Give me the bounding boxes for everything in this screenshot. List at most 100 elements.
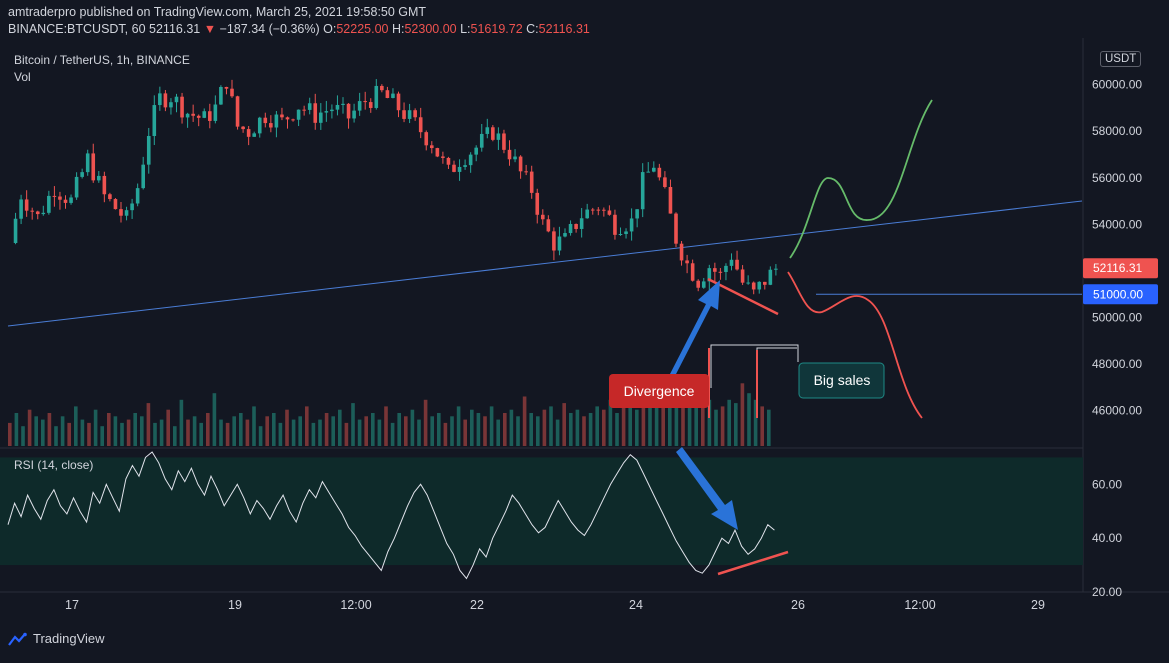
- candle[interactable]: [368, 102, 373, 108]
- candle[interactable]: [740, 269, 745, 283]
- candle[interactable]: [746, 282, 750, 284]
- candle[interactable]: [47, 195, 51, 213]
- candle[interactable]: [602, 209, 606, 211]
- candle[interactable]: [674, 213, 678, 244]
- candle[interactable]: [418, 117, 423, 133]
- candle[interactable]: [452, 164, 456, 172]
- candle[interactable]: [652, 167, 656, 172]
- candle[interactable]: [202, 111, 207, 118]
- candle[interactable]: [191, 113, 195, 116]
- candle[interactable]: [352, 110, 356, 119]
- candle[interactable]: [363, 101, 367, 103]
- rsi-label[interactable]: RSI (14, close): [14, 458, 94, 472]
- candle[interactable]: [146, 135, 151, 165]
- tradingview-brand[interactable]: TradingView: [33, 631, 105, 646]
- candle[interactable]: [635, 209, 639, 219]
- candle[interactable]: [579, 218, 584, 229]
- candle[interactable]: [380, 85, 384, 91]
- candle[interactable]: [463, 165, 467, 167]
- candle[interactable]: [174, 96, 179, 103]
- candle[interactable]: [257, 117, 262, 134]
- candle[interactable]: [80, 172, 84, 177]
- candle[interactable]: [246, 129, 251, 137]
- candle[interactable]: [163, 93, 168, 108]
- trendline[interactable]: [7, 200, 1083, 327]
- candle[interactable]: [285, 117, 290, 120]
- candle[interactable]: [751, 282, 756, 290]
- candle[interactable]: [535, 192, 540, 215]
- candle[interactable]: [135, 188, 140, 204]
- candle[interactable]: [585, 209, 589, 219]
- candle[interactable]: [346, 103, 351, 119]
- candle[interactable]: [757, 281, 762, 290]
- candle[interactable]: [646, 171, 651, 173]
- candle[interactable]: [407, 110, 412, 119]
- candle[interactable]: [158, 93, 162, 106]
- candle[interactable]: [402, 110, 406, 119]
- candle[interactable]: [69, 197, 73, 203]
- volume-label[interactable]: Vol: [14, 70, 31, 84]
- candle[interactable]: [446, 157, 451, 165]
- candle[interactable]: [607, 210, 612, 215]
- candle[interactable]: [468, 154, 473, 166]
- candle[interactable]: [91, 153, 96, 181]
- candle[interactable]: [196, 115, 201, 118]
- candle[interactable]: [319, 112, 323, 123]
- candle[interactable]: [74, 176, 79, 198]
- candle[interactable]: [502, 133, 506, 150]
- candle[interactable]: [263, 117, 268, 124]
- candle[interactable]: [774, 268, 778, 270]
- candle[interactable]: [563, 233, 567, 237]
- candle[interactable]: [735, 259, 739, 270]
- candle[interactable]: [507, 149, 512, 160]
- candle[interactable]: [696, 280, 700, 288]
- candle[interactable]: [640, 172, 645, 210]
- candle[interactable]: [541, 214, 545, 220]
- candle[interactable]: [180, 96, 184, 118]
- candle[interactable]: [529, 171, 534, 193]
- candle[interactable]: [524, 171, 528, 173]
- candle[interactable]: [713, 268, 717, 272]
- candle[interactable]: [518, 156, 523, 172]
- candle[interactable]: [768, 269, 773, 285]
- candle[interactable]: [296, 109, 301, 120]
- candle[interactable]: [330, 109, 334, 112]
- candle[interactable]: [152, 105, 157, 136]
- candle[interactable]: [335, 104, 340, 110]
- rsi-divergence-line[interactable]: [717, 550, 789, 576]
- candle[interactable]: [97, 175, 101, 181]
- currency-badge[interactable]: USDT: [1100, 51, 1142, 67]
- candle[interactable]: [219, 86, 223, 105]
- candle[interactable]: [474, 147, 478, 155]
- candle[interactable]: [568, 223, 573, 234]
- candle[interactable]: [374, 85, 379, 108]
- candle[interactable]: [341, 103, 345, 105]
- candle[interactable]: [291, 119, 295, 121]
- candle[interactable]: [557, 236, 562, 251]
- candle[interactable]: [491, 127, 495, 140]
- candle[interactable]: [396, 93, 401, 111]
- candle[interactable]: [85, 153, 90, 173]
- divergence-callout[interactable]: [609, 374, 709, 408]
- candle[interactable]: [613, 214, 617, 235]
- candle[interactable]: [13, 218, 18, 243]
- candle[interactable]: [108, 194, 112, 200]
- candle[interactable]: [629, 218, 634, 232]
- candle[interactable]: [313, 103, 318, 123]
- candle[interactable]: [624, 231, 628, 234]
- candle[interactable]: [302, 109, 306, 111]
- candle[interactable]: [35, 211, 40, 215]
- candle[interactable]: [30, 210, 34, 212]
- candle[interactable]: [513, 156, 517, 160]
- candle[interactable]: [435, 148, 440, 157]
- candle[interactable]: [52, 195, 57, 197]
- candle[interactable]: [208, 111, 212, 121]
- candle[interactable]: [141, 164, 145, 189]
- candle[interactable]: [574, 223, 578, 229]
- candle[interactable]: [457, 166, 462, 172]
- candle[interactable]: [230, 88, 234, 97]
- candle[interactable]: [479, 133, 484, 148]
- candle[interactable]: [63, 199, 68, 203]
- candle[interactable]: [24, 199, 29, 211]
